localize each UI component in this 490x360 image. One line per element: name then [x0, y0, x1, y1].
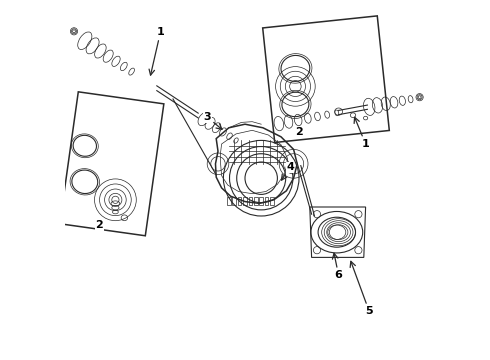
Text: 1: 1 [149, 27, 164, 75]
Text: 4: 4 [282, 162, 294, 180]
Bar [227, 197, 231, 205]
Text: 6: 6 [332, 253, 343, 280]
Text: 5: 5 [350, 261, 373, 316]
Bar [243, 197, 247, 205]
Text: 2: 2 [295, 127, 303, 138]
Bar [254, 197, 258, 205]
Bar [232, 197, 236, 205]
Bar [248, 197, 252, 205]
Bar [259, 197, 263, 205]
Bar [270, 197, 274, 205]
Bar [238, 197, 242, 205]
Text: 3: 3 [203, 112, 222, 130]
Bar [265, 197, 269, 205]
Text: 1: 1 [354, 117, 369, 149]
Text: 2: 2 [96, 220, 103, 230]
